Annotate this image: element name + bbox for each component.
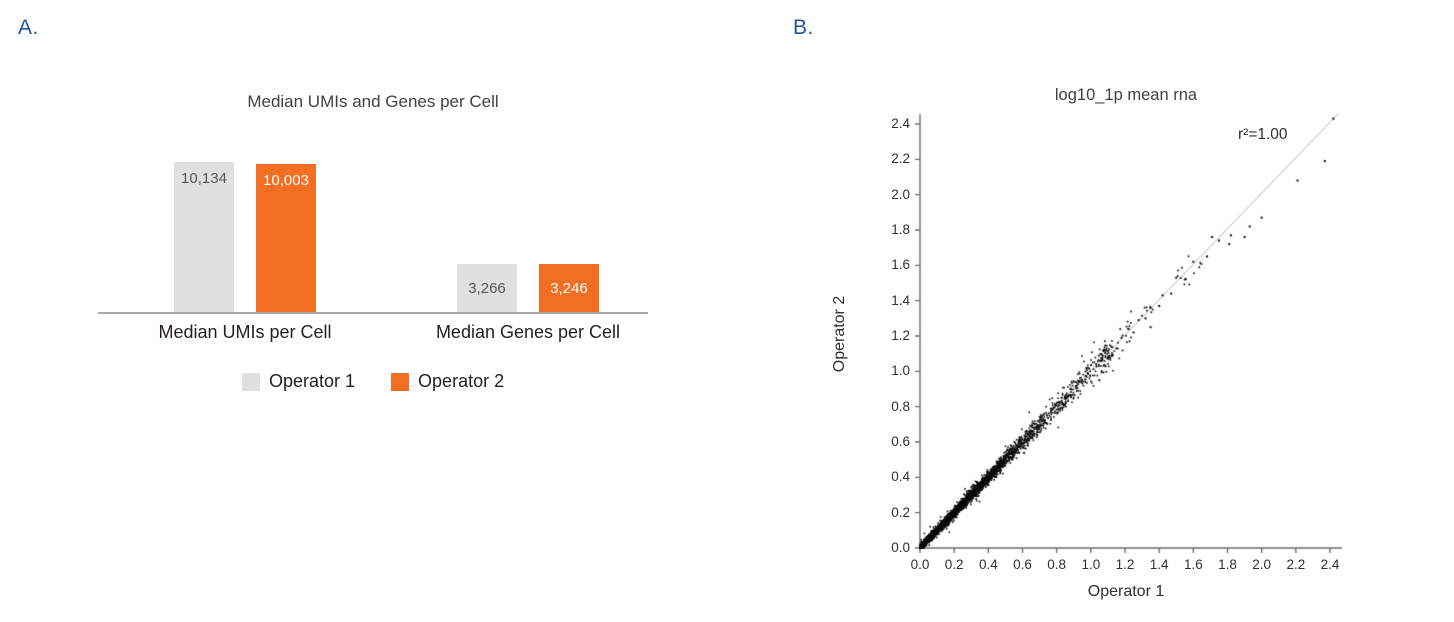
bar-value-label: 10,134: [181, 170, 227, 187]
scatter-plot-canvas: [890, 100, 1360, 570]
bar-value-label: 3,246: [550, 279, 588, 297]
y-tick-label: 1.2: [891, 328, 910, 343]
x-tick-label: 0.2: [944, 557, 964, 572]
legend-item-operator-1: Operator 1: [242, 371, 355, 392]
bar-chart-baseline: [98, 312, 648, 314]
bar-value-label: 10,003: [263, 171, 309, 189]
x-tick-label: 0.0: [910, 557, 930, 572]
y-tick-label: 2.0: [891, 186, 910, 202]
y-axis-label: Operator 2: [831, 295, 848, 373]
category-label-genes: Median Genes per Cell: [435, 322, 621, 342]
legend-swatch-operator-1: [242, 372, 260, 391]
bar-umis-operator-2: 10,003: [256, 163, 316, 312]
x-tick-label: 2.0: [1252, 557, 1272, 572]
x-axis-tick-labels: 0.0 0.2 0.4 0.6 0.8 1.0 1.2 1.4 1.6 1.8 2.0 2.2 2.4: [890, 557, 1360, 575]
legend-label-operator-2: Operator 2: [418, 371, 505, 391]
x-tick-label: 2.2: [1286, 557, 1306, 572]
y-tick-label: 0.2: [891, 504, 910, 520]
bar-umis-operator-1: 10,134: [174, 162, 234, 312]
bar-value-label: 3,266: [468, 279, 506, 297]
x-tick-label: 1.2: [1115, 557, 1135, 572]
legend-label-operator-1: Operator 1: [269, 371, 356, 391]
y-tick-label: 1.8: [891, 222, 910, 237]
y-tick-label: 0.6: [891, 434, 910, 449]
bar-genes-operator-2: 3,246: [539, 263, 599, 312]
y-tick-label: 2.2: [891, 151, 910, 167]
panel-b-label: B.: [793, 16, 814, 39]
bar-chart-title: Median UMIs and Genes per Cell: [247, 92, 499, 111]
y-axis-tick-labels: 0.0 0.2 0.4 0.6 0.8 1.0 1.2 1.4 1.6 1.8 2.0 2.2 2.4: [858, 100, 910, 570]
x-tick-label: 1.8: [1218, 557, 1237, 572]
y-tick-label: 1.0: [891, 363, 910, 379]
bar-chart-legend: Operator 1 Operator 2: [242, 371, 504, 392]
category-label-umis: Median UMIs per Cell: [158, 322, 332, 342]
legend-swatch-operator-2: [391, 372, 410, 391]
y-tick-label: 0.8: [891, 398, 910, 414]
x-tick-label: 0.8: [1047, 557, 1067, 572]
y-tick-label: 1.4: [891, 292, 910, 308]
bar-genes-operator-1: 3,266: [457, 263, 517, 312]
legend-item-operator-2: Operator 2: [391, 371, 504, 392]
x-axis-label: Operator 1: [1087, 583, 1165, 600]
x-tick-label: 1.4: [1149, 557, 1169, 572]
x-tick-label: 0.4: [978, 557, 998, 572]
scatter-title: log10_1p mean rna: [1054, 86, 1198, 104]
panel-a-label: A.: [18, 16, 39, 39]
x-tick-label: 0.6: [1013, 557, 1032, 572]
x-tick-label: 2.4: [1320, 557, 1340, 572]
x-tick-label: 1.6: [1183, 557, 1203, 572]
y-tick-label: 0.4: [891, 469, 910, 485]
y-tick-label: 0.0: [891, 540, 910, 555]
x-tick-label: 1.0: [1081, 557, 1101, 572]
y-tick-label: 2.4: [891, 116, 910, 131]
y-tick-label: 1.6: [891, 257, 910, 273]
